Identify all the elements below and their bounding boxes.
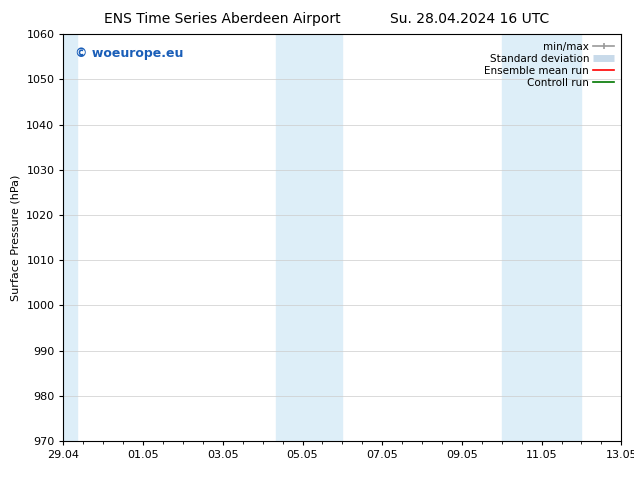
Text: Su. 28.04.2024 16 UTC: Su. 28.04.2024 16 UTC	[389, 12, 549, 26]
Text: ENS Time Series Aberdeen Airport: ENS Time Series Aberdeen Airport	[103, 12, 340, 26]
Text: © woeurope.eu: © woeurope.eu	[75, 47, 183, 59]
Bar	[501, 34, 581, 441]
Bar	[63, 34, 77, 441]
Bar	[276, 34, 342, 441]
Legend: min/max, Standard deviation, Ensemble mean run, Controll run: min/max, Standard deviation, Ensemble me…	[482, 40, 616, 90]
Y-axis label: Surface Pressure (hPa): Surface Pressure (hPa)	[11, 174, 21, 301]
